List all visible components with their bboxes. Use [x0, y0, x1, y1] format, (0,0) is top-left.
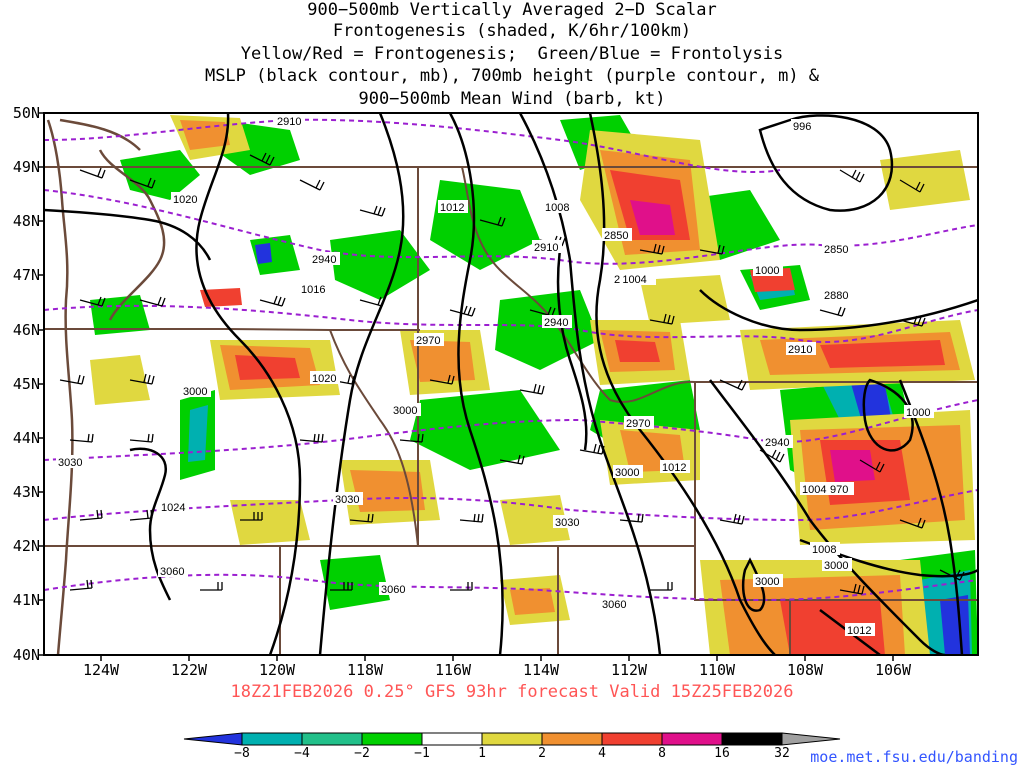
mslp-label: 1008	[812, 544, 836, 556]
height-label: 3030	[58, 457, 82, 469]
colorbar-label: 4	[598, 746, 606, 761]
mixed-label: 2 1004	[614, 274, 647, 286]
title-line-4: MSLP (black contour, mb), 700mb height (…	[204, 66, 820, 86]
coastline	[46, 118, 166, 655]
forecast-valid-text: 18Z21FEB2026 0.25° GFS 93hr forecast Val…	[230, 682, 794, 702]
colorbar-label: 32	[774, 746, 790, 761]
mslp-label: 1020	[312, 373, 336, 385]
height-label: 3000	[824, 560, 848, 572]
height-label: 2940	[312, 254, 336, 266]
height-label: 3030	[555, 517, 579, 529]
colorbar-label: 1	[478, 746, 486, 761]
mslp-label: 1012	[440, 202, 464, 214]
colorbar-label: 2	[538, 746, 546, 761]
political-borders	[44, 166, 978, 655]
height-label: 3060	[602, 599, 626, 611]
title-line-2: Frontogenesis (shaded, K/6hr/100km)	[332, 21, 692, 41]
mslp-label: 1012	[662, 462, 686, 474]
height-label: 2910	[277, 116, 301, 128]
mslp-label: 970	[830, 484, 848, 496]
lon-label: 106W	[874, 661, 912, 679]
lon-label: 114W	[522, 661, 560, 679]
colorbar-label: −1	[414, 746, 430, 761]
lon-label: 122W	[170, 661, 208, 679]
lat-label: 47N	[12, 266, 40, 284]
lat-label: 40N	[12, 646, 40, 664]
height-label: 3000	[755, 576, 779, 588]
lon-label: 120W	[258, 661, 296, 679]
colorbar	[183, 732, 841, 746]
height-label: 3000	[615, 467, 639, 479]
height-label: 3060	[160, 566, 184, 578]
mslp-label: 1000	[755, 265, 779, 277]
height-label: 3000	[393, 405, 417, 417]
lat-label: 46N	[12, 321, 40, 339]
lat-label: 49N	[12, 158, 40, 176]
lon-label: 112W	[610, 661, 648, 679]
title-line-5: 900−500mb Mean Wind (barb, kt)	[358, 89, 666, 109]
height-label: 3030	[335, 494, 359, 506]
title-line-3: Yellow/Red = Frontogenesis; Green/Blue =…	[240, 44, 784, 64]
height-label: 3060	[381, 584, 405, 596]
height-label: 2970	[416, 335, 440, 347]
mslp-label: 1020	[173, 194, 197, 206]
mslp-label: 996	[793, 121, 811, 133]
colorbar-label: −4	[294, 746, 310, 761]
lon-label: 124W	[82, 661, 120, 679]
lon-label: 110W	[698, 661, 736, 679]
frontogenesis-shading	[90, 115, 978, 655]
credit-link[interactable]: moe.met.fsu.edu/banding	[810, 748, 1018, 766]
height-label: 2850	[604, 230, 628, 242]
lat-label: 48N	[12, 212, 40, 230]
height-label: 2850	[824, 244, 848, 256]
lat-label: 44N	[12, 429, 40, 447]
lat-label: 42N	[12, 537, 40, 555]
lat-label: 43N	[12, 483, 40, 501]
contour-labels: 996 1020 1012 1008 1000 1016 1020 1000 1…	[56, 114, 934, 637]
lon-label: 108W	[786, 661, 824, 679]
lon-label: 118W	[346, 661, 384, 679]
title-line-1: 900−500mb Vertically Averaged 2−D Scalar	[307, 0, 717, 20]
colorbar-label: −8	[234, 746, 250, 761]
lat-label: 45N	[12, 375, 40, 393]
mslp-label: 1024	[161, 502, 185, 514]
mslp-label: 1000	[906, 407, 930, 419]
height-label: 2880	[824, 290, 848, 302]
height-label: 3000	[183, 386, 207, 398]
lat-label: 50N	[12, 104, 40, 122]
mslp-label: 1012	[847, 625, 871, 637]
height-label: 2940	[765, 437, 789, 449]
lat-label: 41N	[12, 591, 40, 609]
colorbar-label: −2	[354, 746, 370, 761]
colorbar-label: 8	[658, 746, 666, 761]
lon-label: 116W	[434, 661, 472, 679]
height-label: 2910	[534, 242, 558, 254]
height-label: 2970	[626, 418, 650, 430]
axis-ticks	[38, 112, 894, 661]
mslp-label: 1004	[802, 484, 826, 496]
height-label: 2940	[544, 317, 568, 329]
height-label: 2910	[788, 344, 812, 356]
mslp-label: 1008	[545, 202, 569, 214]
mslp-label: 1016	[301, 284, 325, 296]
colorbar-label: 16	[714, 746, 730, 761]
